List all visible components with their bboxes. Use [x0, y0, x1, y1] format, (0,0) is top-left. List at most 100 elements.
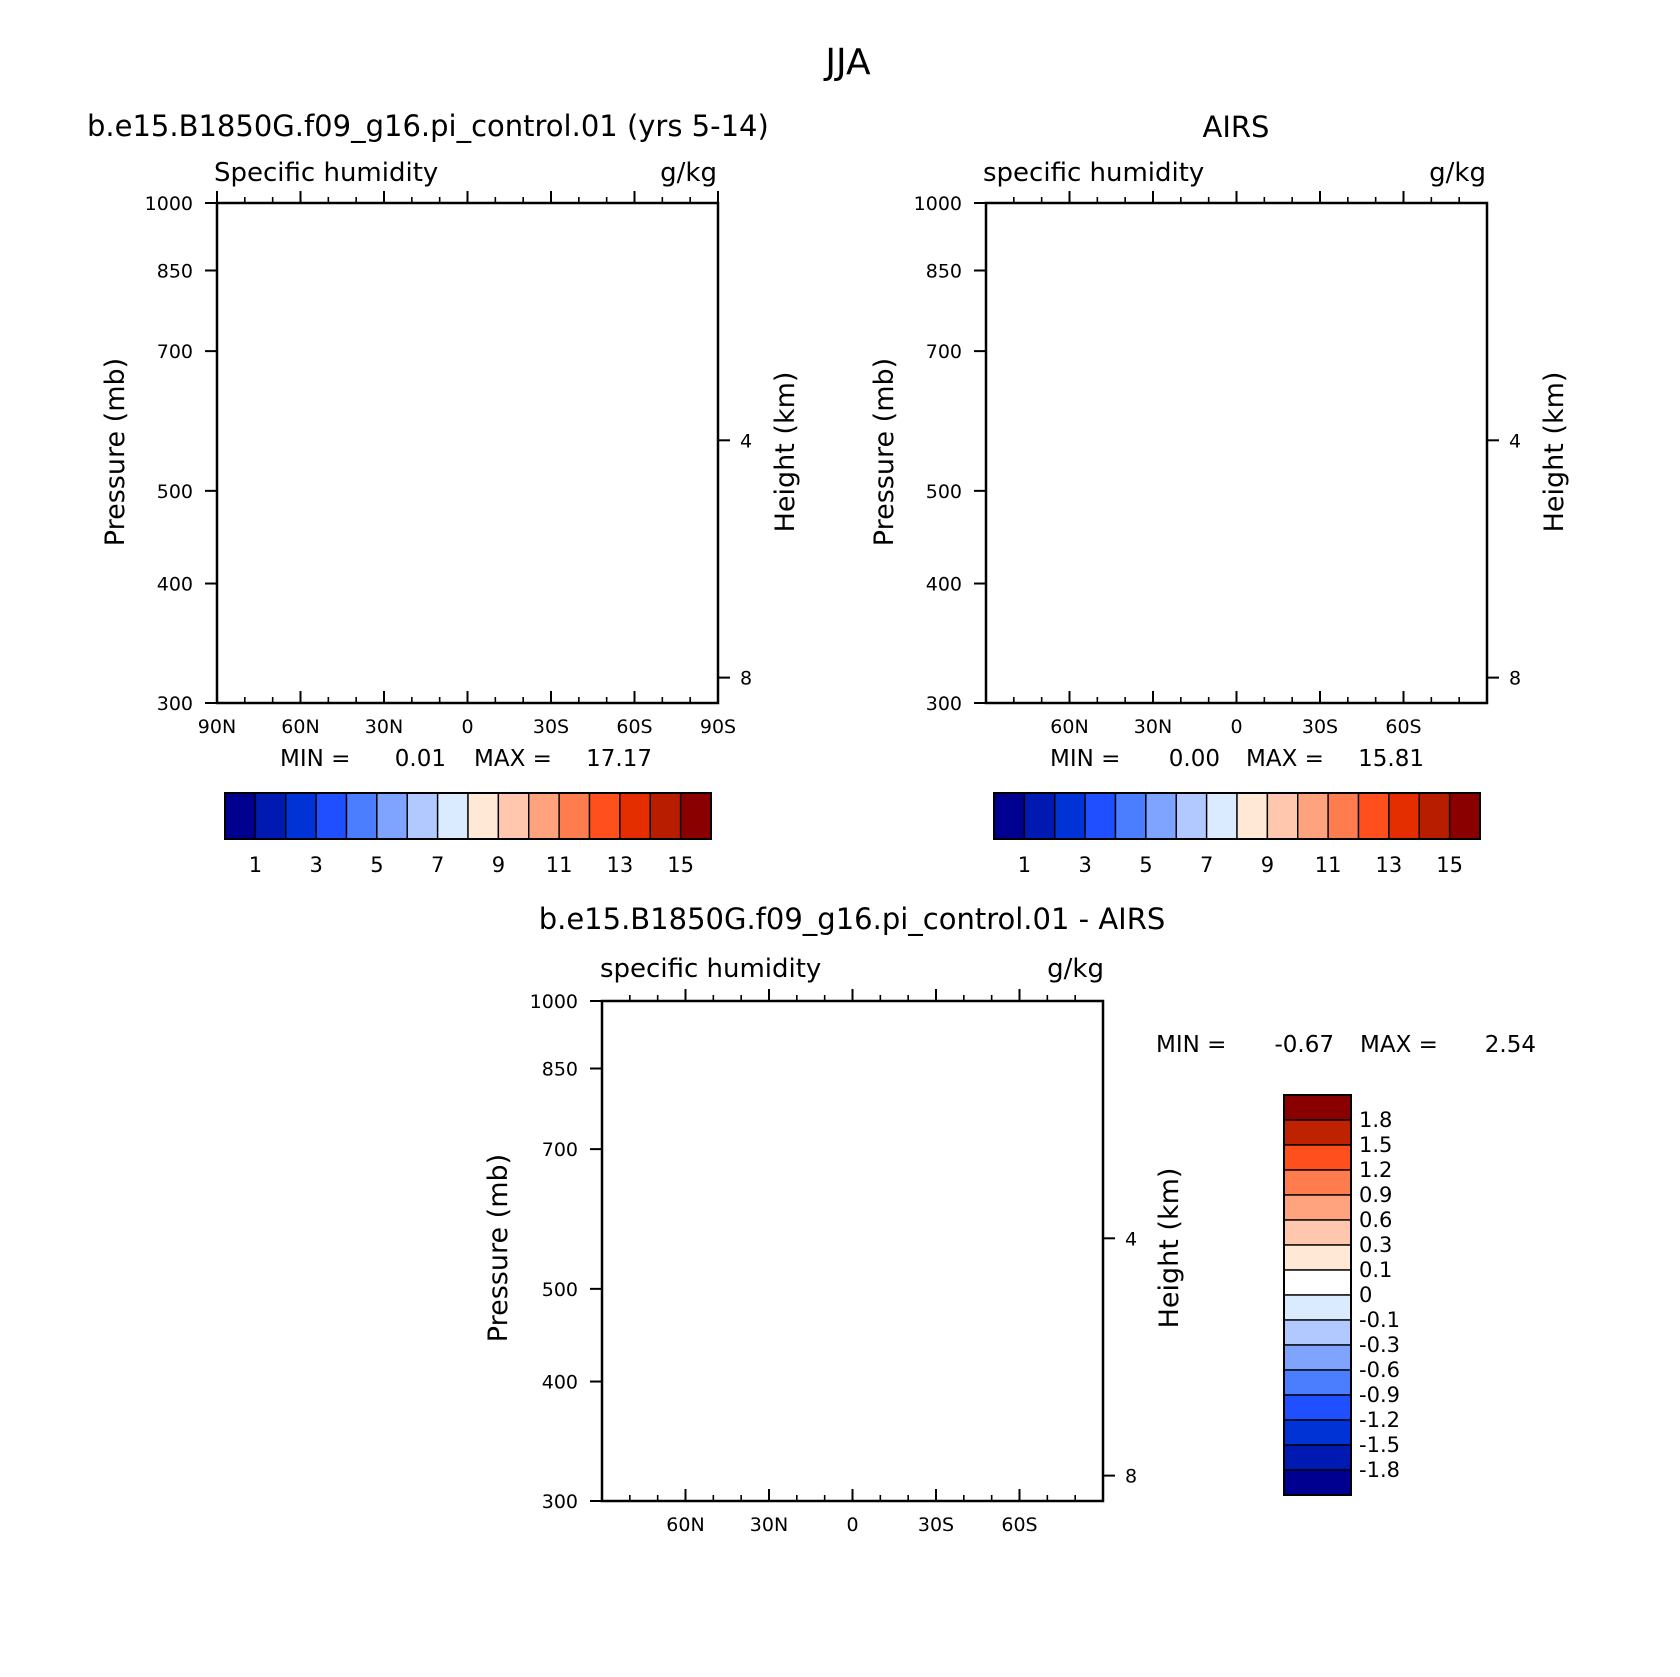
- colorbar-swatch: [528, 792, 560, 840]
- colorbar-label: 1.2: [1359, 1158, 1392, 1182]
- y2-tick-label: 8: [740, 668, 752, 690]
- colorbar-label: 9: [492, 853, 505, 877]
- y-tick-label: 300: [157, 693, 193, 715]
- colorbar-label: 1: [249, 853, 262, 877]
- colorbar-label: -0.1: [1359, 1308, 1400, 1332]
- colorbar-label: -1.2: [1359, 1408, 1400, 1432]
- panel-diff: b.e15.B1850G.f09_g16.pi_control.01 - AIR…: [483, 902, 1536, 1536]
- panel-diff-ylabel: Pressure (mb): [483, 1154, 514, 1342]
- colorbar-swatch: [285, 792, 317, 840]
- x-tick-label: 60N: [1050, 716, 1088, 738]
- panel-obs-ylabel: Pressure (mb): [869, 358, 900, 546]
- colorbar-swatch: [1283, 1394, 1352, 1421]
- colorbar-swatch: [376, 792, 408, 840]
- colorbar-swatch: [1023, 792, 1056, 840]
- colorbar-swatch: [679, 792, 712, 840]
- colorbar-swatch: [224, 792, 257, 840]
- colorbar-swatch: [1114, 792, 1147, 840]
- panel-obs: AIRS specific humidity g/kg 60N 30N 0 30S 60…: [869, 110, 1570, 877]
- colorbar-label: -0.6: [1359, 1358, 1400, 1382]
- colorbar-swatch: [467, 792, 500, 840]
- colorbar-frame: [993, 792, 1481, 840]
- colorbar-swatch: [1084, 792, 1117, 840]
- y2-tick-label: 8: [1125, 1466, 1137, 1488]
- x-tick-label: 0: [461, 716, 473, 738]
- y-tick-label: 700: [542, 1139, 578, 1161]
- colorbar-frame: [224, 792, 712, 840]
- y2-tick-label: 4: [1125, 1228, 1137, 1250]
- panel-diff-y2label: Height (km): [1154, 1168, 1185, 1329]
- x-tick-label: 30N: [750, 1514, 788, 1536]
- colorbar-swatch: [1283, 1244, 1352, 1271]
- colorbar-label: -1.5: [1359, 1433, 1400, 1457]
- terrain-mask: [1005, 1035, 1103, 1501]
- x-tick-label: 30N: [365, 716, 403, 738]
- y-tick-label: 400: [926, 574, 962, 596]
- colorbar-swatch: [254, 792, 287, 840]
- y-tick-label: 300: [926, 693, 962, 715]
- colorbar-swatch: [649, 792, 682, 840]
- panel-model-min-value: 0.01: [395, 746, 446, 772]
- panel-model-variable: Specific humidity: [214, 158, 438, 188]
- colorbar-swatch: [1418, 792, 1451, 840]
- colorbar-label: 5: [370, 853, 383, 877]
- colorbar-swatch: [1283, 1444, 1352, 1471]
- panel-diff-max-label: MAX =: [1360, 1032, 1438, 1058]
- panel-diff-min-value: -0.67: [1274, 1032, 1334, 1058]
- colorbar-swatch: [315, 792, 348, 840]
- x-tick-label: 60N: [666, 1514, 704, 1536]
- colorbar-swatch: [406, 792, 439, 840]
- x-tick-label: 60S: [616, 716, 652, 738]
- panel-diff-variable: specific humidity: [600, 954, 821, 984]
- y2-tick-label: 8: [1509, 668, 1521, 690]
- colorbar-swatch: [1283, 1094, 1352, 1121]
- x-tick-label: 30S: [533, 716, 569, 738]
- y-tick-label: 1000: [145, 193, 193, 215]
- panel-obs-title: AIRS: [1203, 110, 1270, 144]
- colorbar-swatch: [1283, 1144, 1352, 1171]
- colorbar-swatch: [1283, 1119, 1352, 1146]
- y-tick-label: 850: [157, 260, 193, 282]
- panel-model: b.e15.B1850G.f09_g16.pi_control.01 (yrs …: [87, 109, 801, 877]
- colorbar-swatch: [1327, 792, 1360, 840]
- panel-model-colorbar: 1 3 5 7 9 11 13 15: [224, 792, 712, 877]
- panel-diff-colorbar: 1.81.51.20.90.60.30.10-0.1-0.3-0.6-0.9-1…: [1283, 1094, 1400, 1496]
- colorbar-swatch: [1283, 1319, 1352, 1346]
- colorbar-swatch: [436, 792, 469, 840]
- colorbar-label: 11: [546, 853, 573, 877]
- colorbar-swatch: [1283, 1169, 1352, 1196]
- colorbar-swatch: [497, 792, 530, 840]
- y-tick-label: 700: [157, 341, 193, 363]
- colorbar-swatch: [1357, 792, 1390, 840]
- panel-obs-plot: 60N 30N 0 30S 60S 300 400 500 700 850 1000 8 4: [914, 191, 1521, 738]
- colorbar-swatch: [993, 792, 1026, 840]
- colorbar-swatch: [1054, 792, 1086, 840]
- x-tick-label: 0: [1230, 716, 1242, 738]
- terrain-mask: [620, 237, 718, 703]
- colorbar-swatch: [1283, 1294, 1352, 1321]
- colorbar-label: 1.5: [1359, 1133, 1392, 1157]
- colorbar-label: 0.9: [1359, 1183, 1392, 1207]
- colorbar-swatch: [1448, 792, 1481, 840]
- x-tick-label: 60N: [281, 716, 319, 738]
- colorbar-label: -0.3: [1359, 1333, 1400, 1357]
- panel-model-min-label: MIN =: [280, 746, 350, 772]
- colorbar-swatch: [345, 792, 378, 840]
- colorbar-label: 7: [431, 853, 444, 877]
- panel-obs-min-value: 0.00: [1169, 746, 1220, 772]
- x-tick-label: 90N: [198, 716, 236, 738]
- colorbar-swatch: [1175, 792, 1208, 840]
- panel-diff-plot: 60N 30N 0 30S 60S 300 400 500 700 850 1000 8 4: [530, 989, 1137, 1536]
- colorbar-swatch: [1283, 1369, 1352, 1396]
- colorbar-swatch: [558, 792, 591, 840]
- y-tick-label: 300: [542, 1491, 578, 1513]
- colorbar-swatch: [1297, 792, 1329, 840]
- colorbar-frame: [1283, 1094, 1352, 1496]
- colorbar-label: -0.9: [1359, 1383, 1400, 1407]
- colorbar-label: 0.6: [1359, 1208, 1392, 1232]
- colorbar-label: 15: [667, 853, 694, 877]
- x-tick-label: 0: [846, 1514, 858, 1536]
- colorbar-swatch: [1283, 1419, 1352, 1446]
- x-tick-label: 60S: [1385, 716, 1421, 738]
- colorbar-swatch: [588, 792, 621, 840]
